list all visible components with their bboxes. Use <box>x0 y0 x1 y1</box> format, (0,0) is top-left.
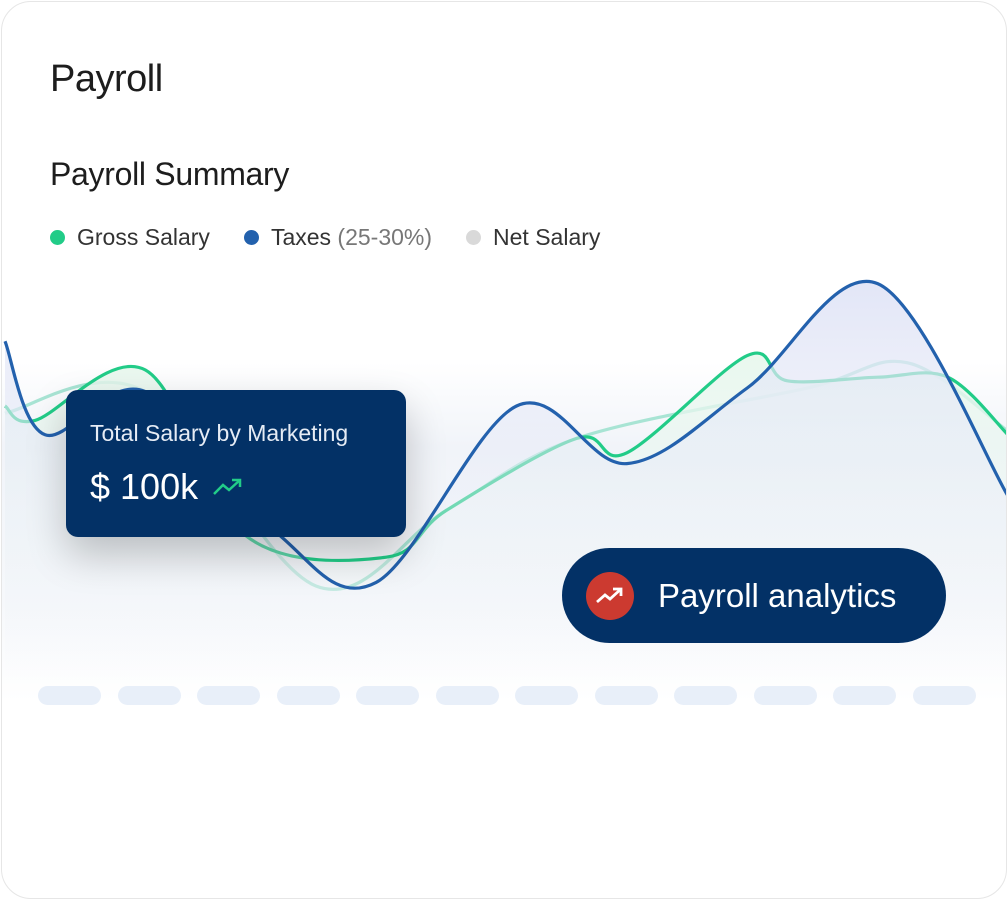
x-tick-placeholder <box>356 686 419 705</box>
legend-dot <box>243 230 259 245</box>
x-axis-placeholders <box>38 686 976 705</box>
x-tick-placeholder <box>594 686 658 705</box>
tooltip-value: $ 100k <box>90 466 199 507</box>
chart-legend: Gross Salary Taxes (25-30%) Net Salary <box>50 224 600 251</box>
section-title: Payroll Summary <box>50 156 290 192</box>
legend-label: Gross Salary <box>77 224 210 250</box>
legend-suffix: (25-30%) <box>337 224 433 250</box>
x-tick-placeholder <box>674 686 737 705</box>
x-tick-placeholder <box>435 686 499 705</box>
legend-dot <box>466 230 482 245</box>
x-tick-placeholder <box>912 686 976 705</box>
x-tick-placeholder <box>117 686 181 705</box>
x-tick-placeholder <box>197 686 260 705</box>
legend-item-taxes[interactable]: Taxes (25-30%) <box>243 224 433 251</box>
legend-item-gross-salary[interactable]: Gross Salary <box>50 224 210 251</box>
legend-label: Taxes <box>270 224 332 250</box>
x-tick-placeholder <box>515 686 578 705</box>
legend-item-net-salary[interactable]: Net Salary <box>466 224 600 251</box>
chart-tooltip: Total Salary by Marketing $ 100k <box>66 390 406 537</box>
legend-label: Net Salary <box>493 224 601 250</box>
page-title: Payroll <box>50 58 163 100</box>
legend-dot <box>50 230 65 245</box>
payroll-analytics-button[interactable]: Payroll analytics <box>562 548 946 643</box>
tooltip-label: Total Salary by Marketing <box>90 420 349 446</box>
x-tick-placeholder <box>38 686 101 705</box>
trending-up-icon <box>213 478 242 495</box>
button-label: Payroll analytics <box>658 576 897 614</box>
tooltip-value-row: $ 100k <box>90 466 244 508</box>
x-tick-placeholder <box>753 686 817 705</box>
trending-up-icon <box>586 571 634 620</box>
x-tick-placeholder <box>833 686 896 705</box>
x-tick-placeholder <box>276 686 340 705</box>
